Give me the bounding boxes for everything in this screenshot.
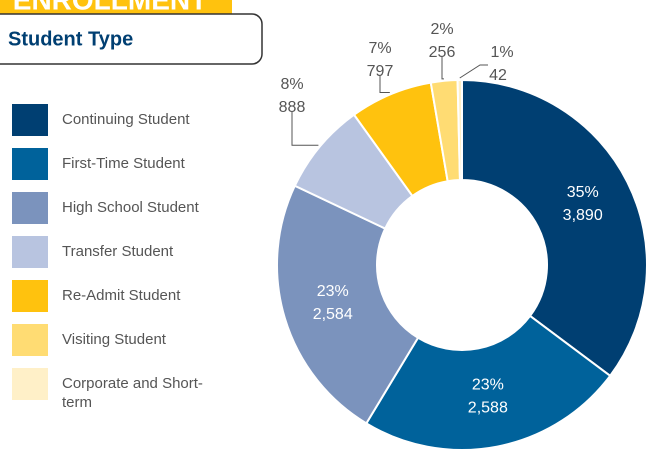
value-label: 888 [279,99,306,116]
legend-swatch [12,280,48,312]
legend-label: Corporate and Short-term [62,375,203,411]
legend-item: Visiting Student [12,324,212,356]
donut-slice [364,314,612,451]
donut-slice [461,78,648,378]
chart-title: ENROLLMENT [13,0,207,15]
legend: Continuing Student First-Time Student High… [12,104,212,424]
percent-label: 7% [368,40,391,57]
legend-swatch [12,368,48,400]
donut-slice [276,184,420,425]
legend-swatch [12,324,48,356]
legend-label: Re-Admit Student [62,287,181,304]
percent-label: 35% [567,184,599,201]
percent-label: 23% [472,377,504,394]
value-label: 3,890 [563,207,603,224]
legend-item: Re-Admit Student [12,280,212,312]
legend-swatch [12,148,48,180]
legend-label: First-Time Student [62,155,185,172]
percent-label: 1% [490,44,513,61]
legend-item: Transfer Student [12,236,212,268]
title-banner [0,0,232,14]
percent-label: 2% [430,21,453,38]
legend-label: High School Student [62,199,199,216]
leader-line [459,64,488,79]
leader-line [441,56,444,80]
value-label: 2,588 [468,400,508,417]
legend-label: Visiting Student [62,331,166,348]
legend-item: Corporate and Short-term [12,368,212,412]
leader-line [379,75,390,93]
legend-item: First-Time Student [12,148,212,180]
percent-label: 23% [317,283,349,300]
value-label: 42 [489,67,507,84]
value-label: 256 [429,44,456,61]
chart-subtitle: Student Type [8,28,133,50]
value-label: 2,584 [313,306,353,323]
legend-label: Transfer Student [62,243,174,260]
leader-line [291,111,319,146]
legend-item: Continuing Student [12,104,212,136]
value-label: 797 [367,63,394,80]
legend-swatch [12,236,48,268]
legend-swatch [12,104,48,136]
subtitle-box [0,13,263,65]
legend-swatch [12,192,48,224]
donut-slice [456,78,463,182]
legend-label: Continuing Student [62,111,190,128]
percent-label: 8% [280,76,303,93]
legend-item: High School Student [12,192,212,224]
